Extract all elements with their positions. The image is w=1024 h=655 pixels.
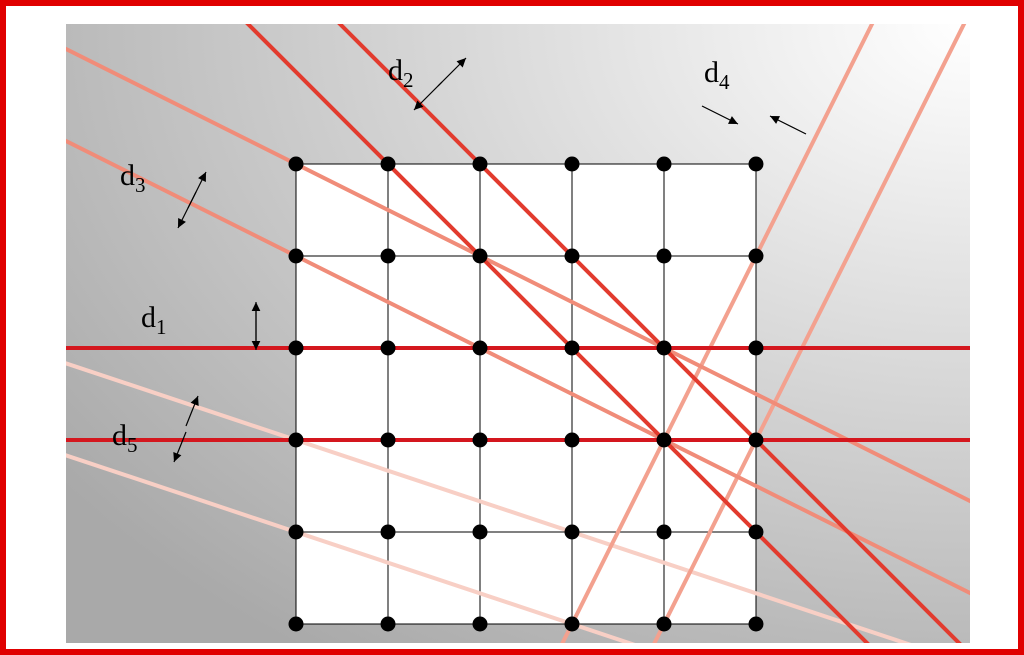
lattice-dot — [657, 433, 672, 448]
lattice-dot — [565, 433, 580, 448]
lattice-dot — [289, 157, 304, 172]
lattice-dot — [381, 157, 396, 172]
lattice-dot — [565, 157, 580, 172]
lattice-dot — [381, 433, 396, 448]
lattice-dot — [749, 433, 764, 448]
lattice-dot — [657, 525, 672, 540]
lattice-dot — [565, 249, 580, 264]
lattice-dot — [473, 249, 488, 264]
lattice-dot — [289, 525, 304, 540]
lattice-dot — [657, 341, 672, 356]
lattice-dot — [381, 249, 396, 264]
lattice-dot — [473, 341, 488, 356]
lattice-dot — [657, 617, 672, 632]
lattice-dot — [289, 433, 304, 448]
lattice-diagram — [66, 24, 970, 643]
lattice-dot — [565, 525, 580, 540]
lattice-dot — [473, 157, 488, 172]
lattice-dot — [749, 617, 764, 632]
lattice-dot — [473, 525, 488, 540]
lattice-dot — [565, 341, 580, 356]
lattice-dot — [289, 249, 304, 264]
lattice-dot — [749, 525, 764, 540]
lattice-dot — [749, 157, 764, 172]
inner-panel: d1 d2 d3 d4 d5 — [66, 24, 970, 643]
lattice-dot — [381, 617, 396, 632]
lattice-dot — [749, 341, 764, 356]
lattice-dot — [473, 433, 488, 448]
lattice-dot — [289, 341, 304, 356]
lattice-dot — [657, 249, 672, 264]
outer-frame: d1 d2 d3 d4 d5 — [0, 0, 1024, 655]
lattice-dot — [749, 249, 764, 264]
lattice-dot — [381, 341, 396, 356]
lattice-dot — [381, 525, 396, 540]
lattice-dot — [565, 617, 580, 632]
lattice-dot — [473, 617, 488, 632]
lattice-dot — [289, 617, 304, 632]
lattice-dot — [657, 157, 672, 172]
